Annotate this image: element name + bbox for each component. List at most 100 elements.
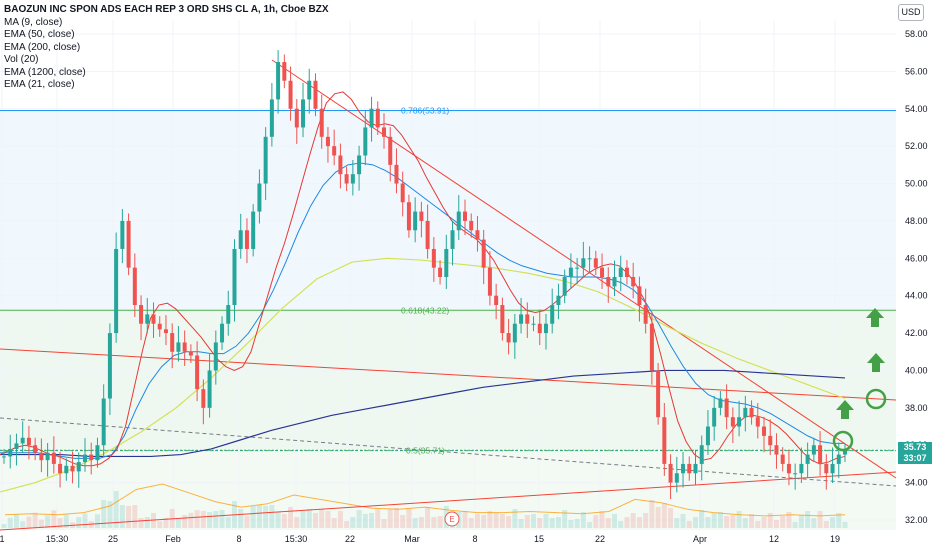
volume-bar: [524, 515, 530, 528]
indicator-ema21[interactable]: EMA (21, close): [4, 79, 75, 90]
volume-bar: [630, 513, 636, 528]
x-tick-label: 22: [595, 534, 605, 544]
candle-body: [649, 323, 654, 371]
candle-body: [89, 454, 94, 461]
x-tick-label: 12: [769, 534, 779, 544]
volume-bar: [113, 491, 119, 528]
volume-bar: [655, 507, 661, 528]
candle-body: [213, 342, 218, 371]
volume-bar: [773, 520, 779, 528]
volume-bar: [842, 521, 848, 528]
candle-body: [624, 267, 629, 277]
trend-line: [0, 471, 897, 531]
candle-body: [487, 267, 492, 296]
candle-body: [394, 164, 399, 184]
candle-body: [14, 443, 19, 449]
candle-body: [325, 136, 330, 147]
volume-bar: [82, 513, 88, 528]
currency-button[interactable]: USD: [898, 4, 924, 21]
candle-body: [743, 407, 748, 418]
candle-body: [693, 463, 698, 474]
candle-body: [201, 389, 206, 408]
up-arrow-icon: [866, 308, 884, 327]
volume-bar: [686, 521, 692, 528]
candle-body: [774, 445, 779, 455]
y-tick-label: 50.00: [905, 179, 928, 189]
volume-bar: [462, 511, 468, 528]
candle-body: [400, 183, 405, 203]
candle-body: [101, 398, 106, 446]
indicator-ema50[interactable]: EMA (50, close): [4, 29, 75, 40]
trend-line: [0, 417, 897, 487]
candle-body: [730, 417, 735, 427]
candle-body: [344, 174, 349, 184]
volume-bar: [132, 505, 138, 528]
candle-body: [70, 465, 75, 472]
volume-bar: [94, 514, 100, 528]
candle-body: [749, 407, 754, 418]
volume-bar: [325, 511, 331, 528]
candle-body: [151, 314, 156, 324]
volume-bar: [599, 511, 605, 528]
candle-body: [207, 370, 212, 408]
candle-body: [824, 463, 829, 474]
volume-bar: [369, 513, 375, 528]
volume-bar: [668, 508, 674, 528]
volume-bar: [643, 513, 649, 528]
candle-body: [805, 454, 810, 464]
volume-bar: [724, 516, 730, 528]
volume-bar: [680, 514, 686, 528]
candle-body: [33, 445, 38, 453]
earnings-marker[interactable]: [444, 511, 460, 527]
volume-bar: [256, 505, 262, 528]
volume-bar: [281, 514, 287, 528]
volume-bar: [362, 514, 368, 528]
volume-bar: [119, 505, 125, 528]
candle-body: [269, 99, 274, 137]
ema200-line: [0, 369, 846, 458]
candle-body: [338, 155, 343, 175]
candle-body: [575, 267, 580, 269]
candle-body: [2, 456, 6, 458]
volume-bar: [418, 517, 424, 528]
candle-body: [182, 342, 187, 352]
ma9-line: [0, 91, 846, 467]
candle-body: [818, 445, 823, 464]
candle-body: [475, 230, 480, 240]
candle-body: [26, 437, 31, 446]
x-tick-label: 1: [0, 534, 5, 544]
indicator-ema200[interactable]: EMA (200, close): [4, 41, 81, 53]
volume-bar: [817, 511, 823, 528]
candle-body: [780, 454, 785, 464]
volume-bar: [493, 513, 499, 528]
indicator-ma9[interactable]: MA (9, close): [4, 16, 63, 28]
volume-bar: [811, 518, 817, 528]
candle-body: [232, 248, 237, 306]
fib-zones: [0, 110, 896, 530]
x-tick-label: Apr: [693, 534, 707, 544]
candle-body: [188, 351, 193, 356]
candle-body: [531, 323, 536, 325]
candle-body: [556, 295, 561, 306]
candle-body: [8, 448, 13, 457]
candle-body: [519, 314, 524, 324]
earnings-marker-label: E: [449, 515, 454, 524]
indicator-ema1200[interactable]: EMA (1200, close): [4, 66, 86, 78]
symbol-title[interactable]: BAOZUN INC SPON ADS EACH REP 3 ORD SHS C…: [4, 4, 329, 15]
bar-countdown: 33:07: [903, 453, 927, 463]
volume-bar: [375, 509, 381, 528]
candle-body: [581, 258, 586, 268]
indicator-volume[interactable]: Vol (20): [4, 54, 39, 65]
candle-body: [600, 267, 605, 277]
time-axis[interactable]: 1 15:30 25 Feb 8 15:30 22 Mar 8 15 22 Apr 12 19: [0, 534, 840, 544]
volume-bar: [400, 515, 406, 528]
candle-body: [220, 323, 225, 343]
candle-body: [139, 305, 144, 324]
candle-body: [618, 267, 623, 277]
candle-body: [450, 230, 455, 249]
y-tick-label: 32.00: [905, 515, 928, 525]
candle-body: [836, 454, 841, 464]
volume-bar: [487, 511, 493, 528]
x-tick-label: 15:30: [285, 534, 308, 544]
